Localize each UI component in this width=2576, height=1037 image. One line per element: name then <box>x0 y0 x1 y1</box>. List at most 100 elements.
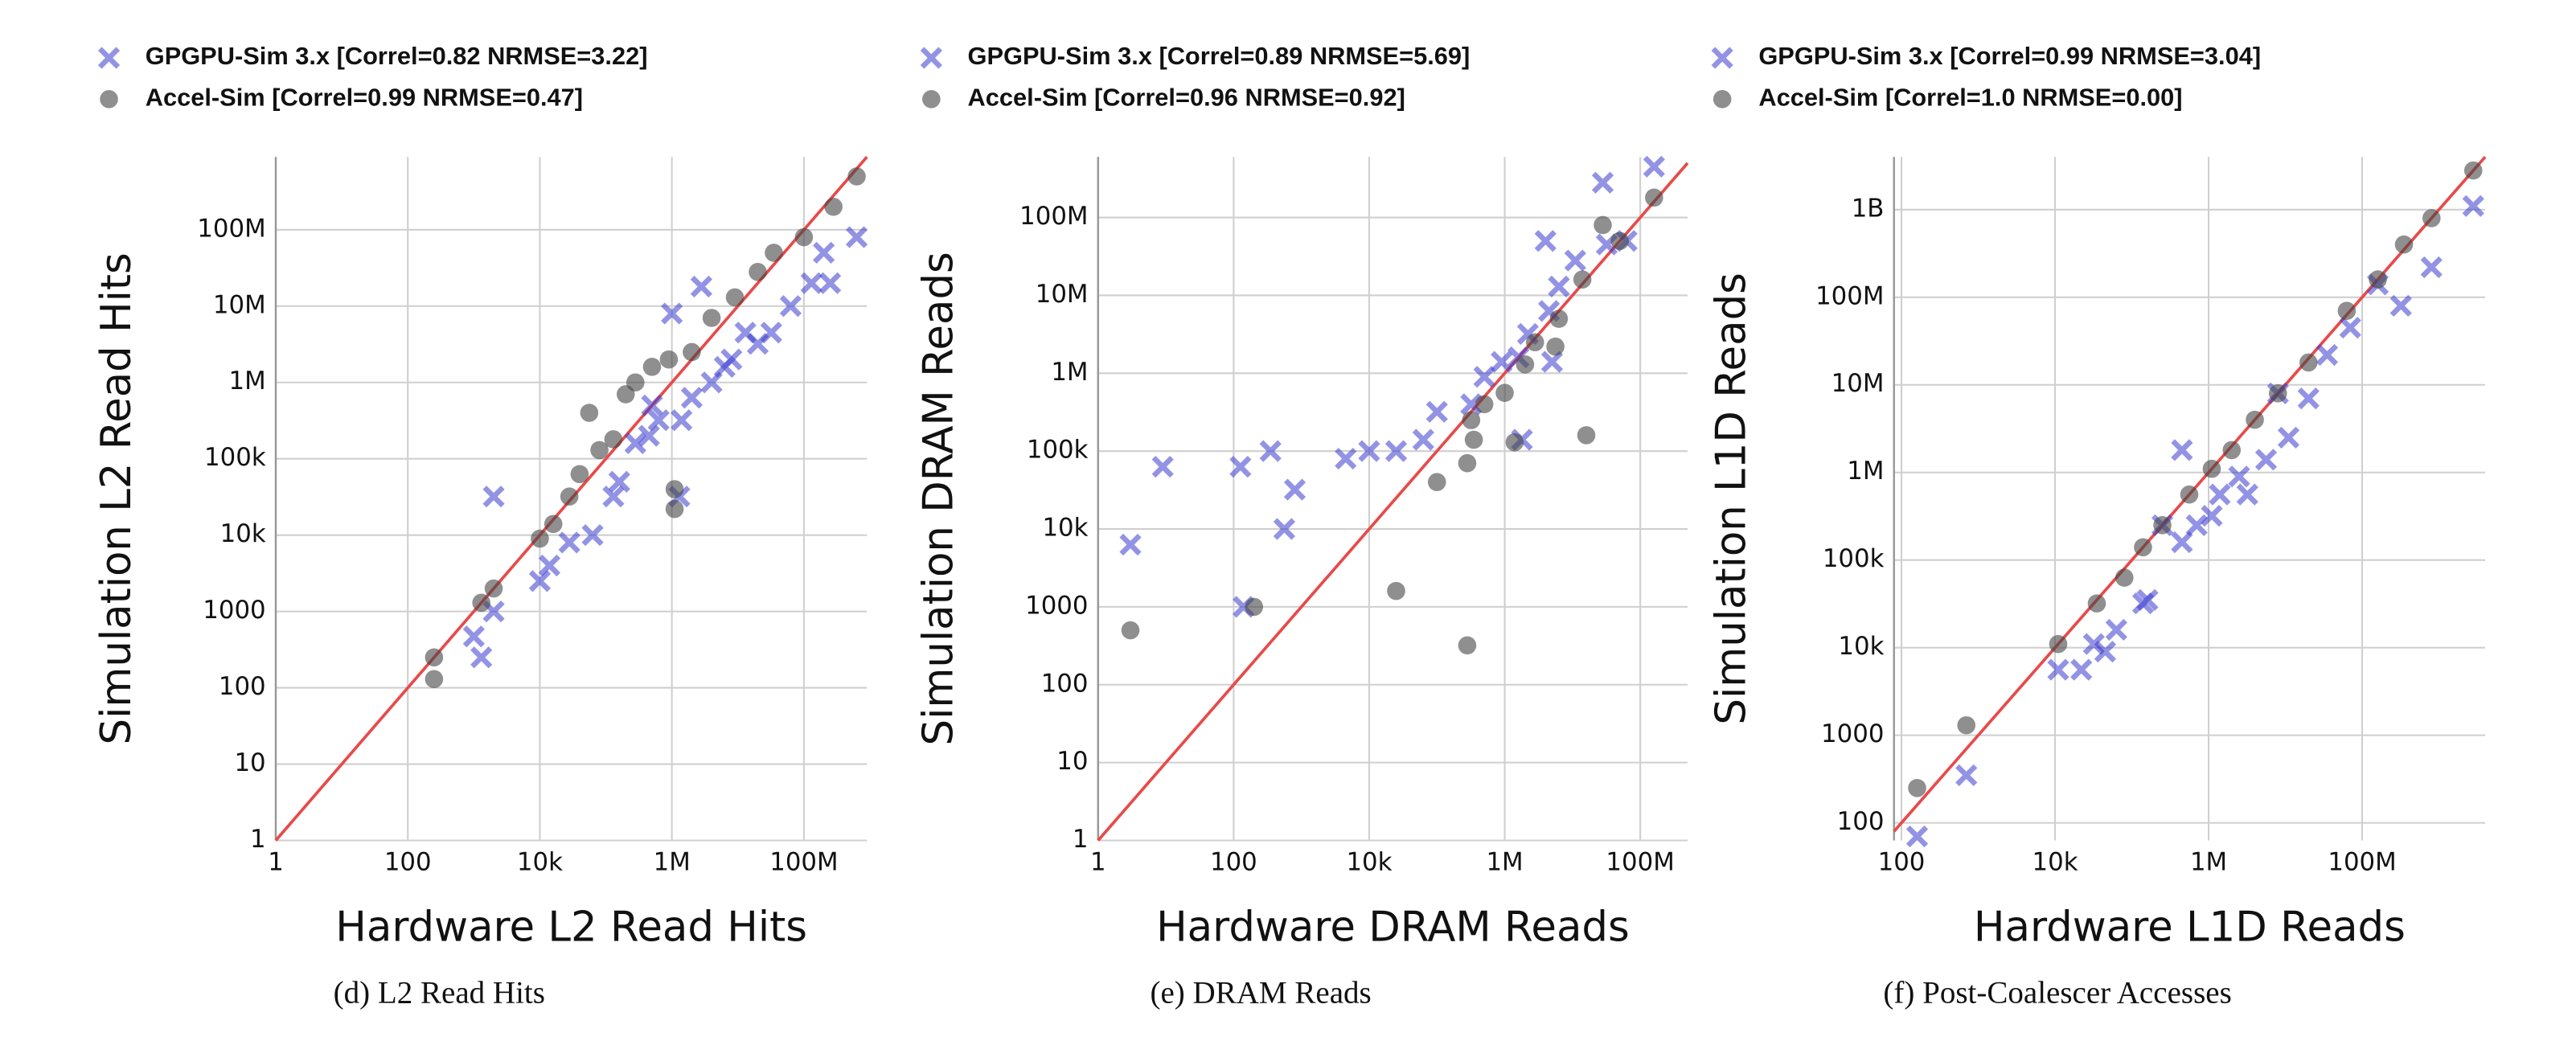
legend-label: GPGPU-Sim 3.x [Correl=0.89 NRMSE=5.69] <box>968 42 1471 70</box>
x-marker <box>680 387 703 409</box>
dot-marker <box>922 90 941 109</box>
x-marker <box>720 348 743 371</box>
x-marker <box>2171 531 2193 554</box>
dot-marker <box>794 227 814 247</box>
y-tick-label: 10 <box>1056 747 1088 776</box>
x-marker <box>1119 533 1142 556</box>
dot-marker <box>1387 581 1405 600</box>
x-marker <box>1643 155 1665 178</box>
dot-marker <box>2422 209 2441 227</box>
dot-marker <box>1908 778 1926 797</box>
y-tick-label: 1B <box>1852 194 1885 223</box>
dot-marker <box>100 90 118 109</box>
dot-marker <box>2222 441 2242 460</box>
x-tick-label: 100M <box>2328 848 2396 877</box>
x-marker <box>661 302 683 325</box>
x-marker <box>1491 350 1513 373</box>
x-marker <box>581 524 604 547</box>
y-tick-label: 100k <box>1823 544 1885 573</box>
x-marker <box>2389 294 2412 317</box>
dot-marker <box>665 499 684 518</box>
dot-marker <box>683 342 701 362</box>
x-marker <box>818 272 842 294</box>
y-tick-label: 10M <box>1832 369 1885 398</box>
x-marker <box>2047 658 2069 681</box>
y-tick-label: 100 <box>1041 669 1089 698</box>
x-marker <box>2201 505 2223 527</box>
y-tick-label: 100k <box>204 443 266 472</box>
dot-marker <box>425 648 444 667</box>
legend-label: GPGPU-Sim 3.x [Correl=0.82 NRMSE=3.22] <box>146 42 648 70</box>
x-marker <box>647 409 670 432</box>
dot-marker <box>1713 90 1732 109</box>
y-tick-label: 1M <box>1051 358 1088 387</box>
x-marker <box>671 409 693 432</box>
x-marker <box>779 295 802 318</box>
dot-marker <box>1577 426 1596 445</box>
x-marker <box>2131 592 2155 615</box>
x-marker <box>1425 400 1448 423</box>
x-marker <box>920 47 942 69</box>
dot-marker <box>2463 161 2483 180</box>
x-tick-label: 10k <box>1346 848 1392 877</box>
dot-marker <box>544 514 563 534</box>
x-marker <box>1711 47 1733 69</box>
x-marker <box>1460 393 1483 416</box>
dot-marker <box>425 670 444 689</box>
x-marker <box>528 570 552 592</box>
x-tick-label: 1M <box>1486 848 1523 877</box>
x-marker <box>1259 440 1282 462</box>
dot-marker <box>665 480 684 498</box>
x-marker <box>482 486 505 508</box>
dot-marker <box>1546 337 1565 356</box>
x-marker <box>2105 618 2127 641</box>
x-tick-label: 100 <box>1878 848 1926 877</box>
dot-marker <box>725 288 744 307</box>
y-tick-label: 10k <box>1838 632 1884 661</box>
x-marker <box>690 275 713 298</box>
dot-marker <box>1458 453 1477 473</box>
dot-marker <box>1549 309 1569 328</box>
dot-marker <box>2202 459 2221 478</box>
x-marker <box>2094 641 2117 663</box>
x-marker <box>1273 518 1296 540</box>
x-marker <box>1335 447 1357 470</box>
x-marker <box>2228 465 2250 488</box>
dot-marker <box>580 404 599 422</box>
y-tick-label: 1 <box>1073 825 1089 854</box>
x-marker <box>1412 428 1434 451</box>
dot-marker <box>1245 597 1264 617</box>
panel: 100 10k 1M 100M 100 1000 10k 100k 1M 10M 100M 1B GPG… <box>1708 42 2487 1010</box>
dot-marker <box>642 358 662 376</box>
legend-label: Accel-Sim [Correl=0.99 NRMSE=0.47] <box>146 83 583 111</box>
y-tick-label: 100 <box>1837 807 1885 836</box>
x-marker <box>2236 483 2258 506</box>
dot-marker <box>1573 270 1592 289</box>
dot-marker <box>1458 636 1477 655</box>
x-marker <box>97 47 121 69</box>
x-axis-label: Hardware L2 Read Hits <box>335 903 807 951</box>
x-tick-label: 100 <box>384 848 432 877</box>
dot-marker <box>765 244 783 262</box>
y-tick-label: 10k <box>1042 514 1088 543</box>
y-tick-label: 1000 <box>1821 719 1884 748</box>
dot-marker <box>2369 270 2387 289</box>
x-marker <box>608 470 630 493</box>
x-tick-label: 1M <box>2190 848 2227 877</box>
x-axis-label: Hardware DRAM Reads <box>1156 903 1630 951</box>
y-axis-label: Simulation L1D Reads <box>1708 273 1756 725</box>
dot-marker <box>2268 384 2287 403</box>
x-marker <box>558 531 580 554</box>
x-marker <box>760 322 782 344</box>
y-tick-label: 10M <box>213 290 266 319</box>
x-marker <box>2420 256 2443 279</box>
y-tick-label: 1M <box>228 367 265 396</box>
x-marker <box>800 272 822 294</box>
dot-marker <box>2115 568 2134 587</box>
x-marker <box>1358 440 1380 462</box>
dot-marker <box>847 167 866 186</box>
identity-line <box>1097 162 1689 842</box>
x-marker <box>641 394 663 416</box>
dot-marker <box>1462 411 1481 429</box>
dot-marker <box>1121 621 1140 640</box>
